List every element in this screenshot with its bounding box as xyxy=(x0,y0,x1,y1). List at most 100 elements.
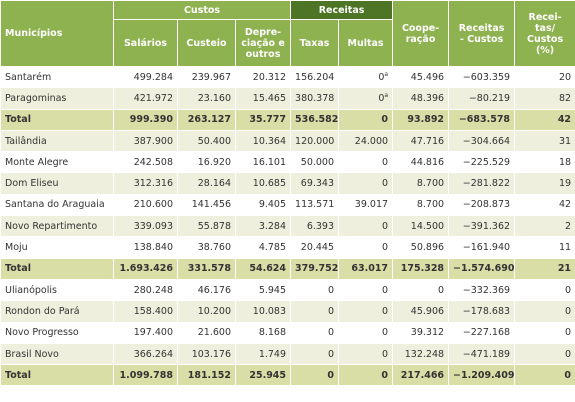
table-row: Monte Alegre 242.508 16.920 16.101 50.000 0 44… xyxy=(0,151,575,174)
cell: 331.578 xyxy=(177,257,236,280)
footnote-mark: a xyxy=(384,71,389,79)
header-cell: Coope- ração xyxy=(392,0,450,67)
table-row: Ulianópolis 280.248 46.176 5.945 0 0 0 −332.369… xyxy=(0,278,575,302)
row-label: Santarém xyxy=(0,65,114,89)
cell: 82 xyxy=(514,87,575,110)
cell: 10.364 xyxy=(234,129,292,153)
cell: 48.396 xyxy=(392,87,450,110)
cell: 0 xyxy=(338,151,394,174)
cell: 210.600 xyxy=(113,193,178,217)
cell: 35.777 xyxy=(234,108,292,131)
footnote-mark: a xyxy=(384,92,389,100)
cell: 158.400 xyxy=(113,300,178,323)
cell: 339.093 xyxy=(113,215,178,238)
cell: 9.405 xyxy=(234,193,292,217)
cell: 38.760 xyxy=(177,236,236,259)
cell: 0 xyxy=(514,321,575,344)
cell: 175.328 xyxy=(392,257,450,280)
cell: −225.529 xyxy=(448,151,516,174)
cell: −178.683 xyxy=(448,300,516,323)
row-label: Ulianópolis xyxy=(0,278,114,302)
table-row: Brasil Novo 366.264 103.176 1.749 0 0 132.248−… xyxy=(0,342,575,366)
cell: 499.284 xyxy=(113,65,178,89)
row-label: Tailândia xyxy=(0,129,114,153)
cell: 0 xyxy=(338,364,394,387)
header-cell: Receitas - Custos xyxy=(448,0,516,67)
cell: 380.378 xyxy=(290,87,340,110)
header-cell: Salários xyxy=(113,19,178,67)
row-label: Novo Progresso xyxy=(0,321,114,344)
cell: 20 xyxy=(514,65,575,89)
row-label: Total xyxy=(0,364,114,387)
cell: 0 xyxy=(514,278,575,302)
cell: 312.316 xyxy=(113,172,178,195)
cell: 15.465 xyxy=(234,87,292,110)
cell: −80.219 xyxy=(448,87,516,110)
cell: −304.664 xyxy=(448,129,516,153)
row-label: Dom Eliseu xyxy=(0,172,114,195)
cell: 50.000 xyxy=(290,151,340,174)
row-label: Total xyxy=(0,257,114,280)
cell: 0 xyxy=(338,278,394,302)
cell: −471.189 xyxy=(448,342,516,366)
cell: 55.878 xyxy=(177,215,236,238)
cell: −281.822 xyxy=(448,172,516,195)
cell: 0 xyxy=(514,364,575,387)
cell: 181.152 xyxy=(177,364,236,387)
cell: 11 xyxy=(514,236,575,259)
cell: 0 xyxy=(290,321,340,344)
cell: 45.496 xyxy=(392,65,450,89)
cell: 69.343 xyxy=(290,172,340,195)
cell: 379.752 xyxy=(290,257,340,280)
header-cell: Recei- tas/ Custos (%) xyxy=(514,0,575,67)
cell: 217.466 xyxy=(392,364,450,387)
cell: 44.816 xyxy=(392,151,450,174)
cell: 50.400 xyxy=(177,129,236,153)
cell: 18 xyxy=(514,151,575,174)
cell: 280.248 xyxy=(113,278,178,302)
group-header: Receitas xyxy=(290,0,394,20)
cell: 5.945 xyxy=(234,278,292,302)
cell: 8.168 xyxy=(234,321,292,344)
cell: 0 xyxy=(338,108,394,131)
cell: 16.101 xyxy=(234,151,292,174)
cell: 387.900 xyxy=(113,129,178,153)
cell: 45.906 xyxy=(392,300,450,323)
cell: 6.393 xyxy=(290,215,340,238)
cell: 0 xyxy=(514,300,575,323)
row-label: Monte Alegre xyxy=(0,151,114,174)
cell: 42 xyxy=(514,108,575,131)
cell: 46.176 xyxy=(177,278,236,302)
cell: 0 xyxy=(290,342,340,366)
cell: −161.940 xyxy=(448,236,516,259)
cell: 0 xyxy=(338,236,394,259)
cell: 21 xyxy=(514,257,575,280)
cell: 54.624 xyxy=(234,257,292,280)
header-cell: Custeio xyxy=(177,19,236,67)
cell: 4.785 xyxy=(234,236,292,259)
cell: 0 xyxy=(338,215,394,238)
cell: −683.578 xyxy=(448,108,516,131)
table-row: Rondon do Pará 158.400 10.200 10.083 0 0 45.90… xyxy=(0,300,575,323)
cell: 536.582 xyxy=(290,108,340,131)
cell: 14.500 xyxy=(392,215,450,238)
cell: 0 xyxy=(514,342,575,366)
cell: 20.445 xyxy=(290,236,340,259)
cell: 16.920 xyxy=(177,151,236,174)
cell: 0 xyxy=(290,300,340,323)
cell: 47.716 xyxy=(392,129,450,153)
cell-text: 0 xyxy=(378,93,385,105)
row-label: Novo Repartimento xyxy=(0,215,114,238)
cell: 0 xyxy=(392,278,450,302)
cell: 0a xyxy=(338,65,394,89)
cell: 21.600 xyxy=(177,321,236,344)
cell-text: 0 xyxy=(378,72,385,84)
table-row: Novo Progresso 197.400 21.600 8.168 0 0 39.312… xyxy=(0,321,575,344)
cell: 39.312 xyxy=(392,321,450,344)
cell: 239.967 xyxy=(177,65,236,89)
cell: 263.127 xyxy=(177,108,236,131)
table-row: Tailândia 387.900 50.400 10.364 120.000 24.00… xyxy=(0,129,575,153)
cell: −603.359 xyxy=(448,65,516,89)
row-label: Brasil Novo xyxy=(0,342,114,366)
